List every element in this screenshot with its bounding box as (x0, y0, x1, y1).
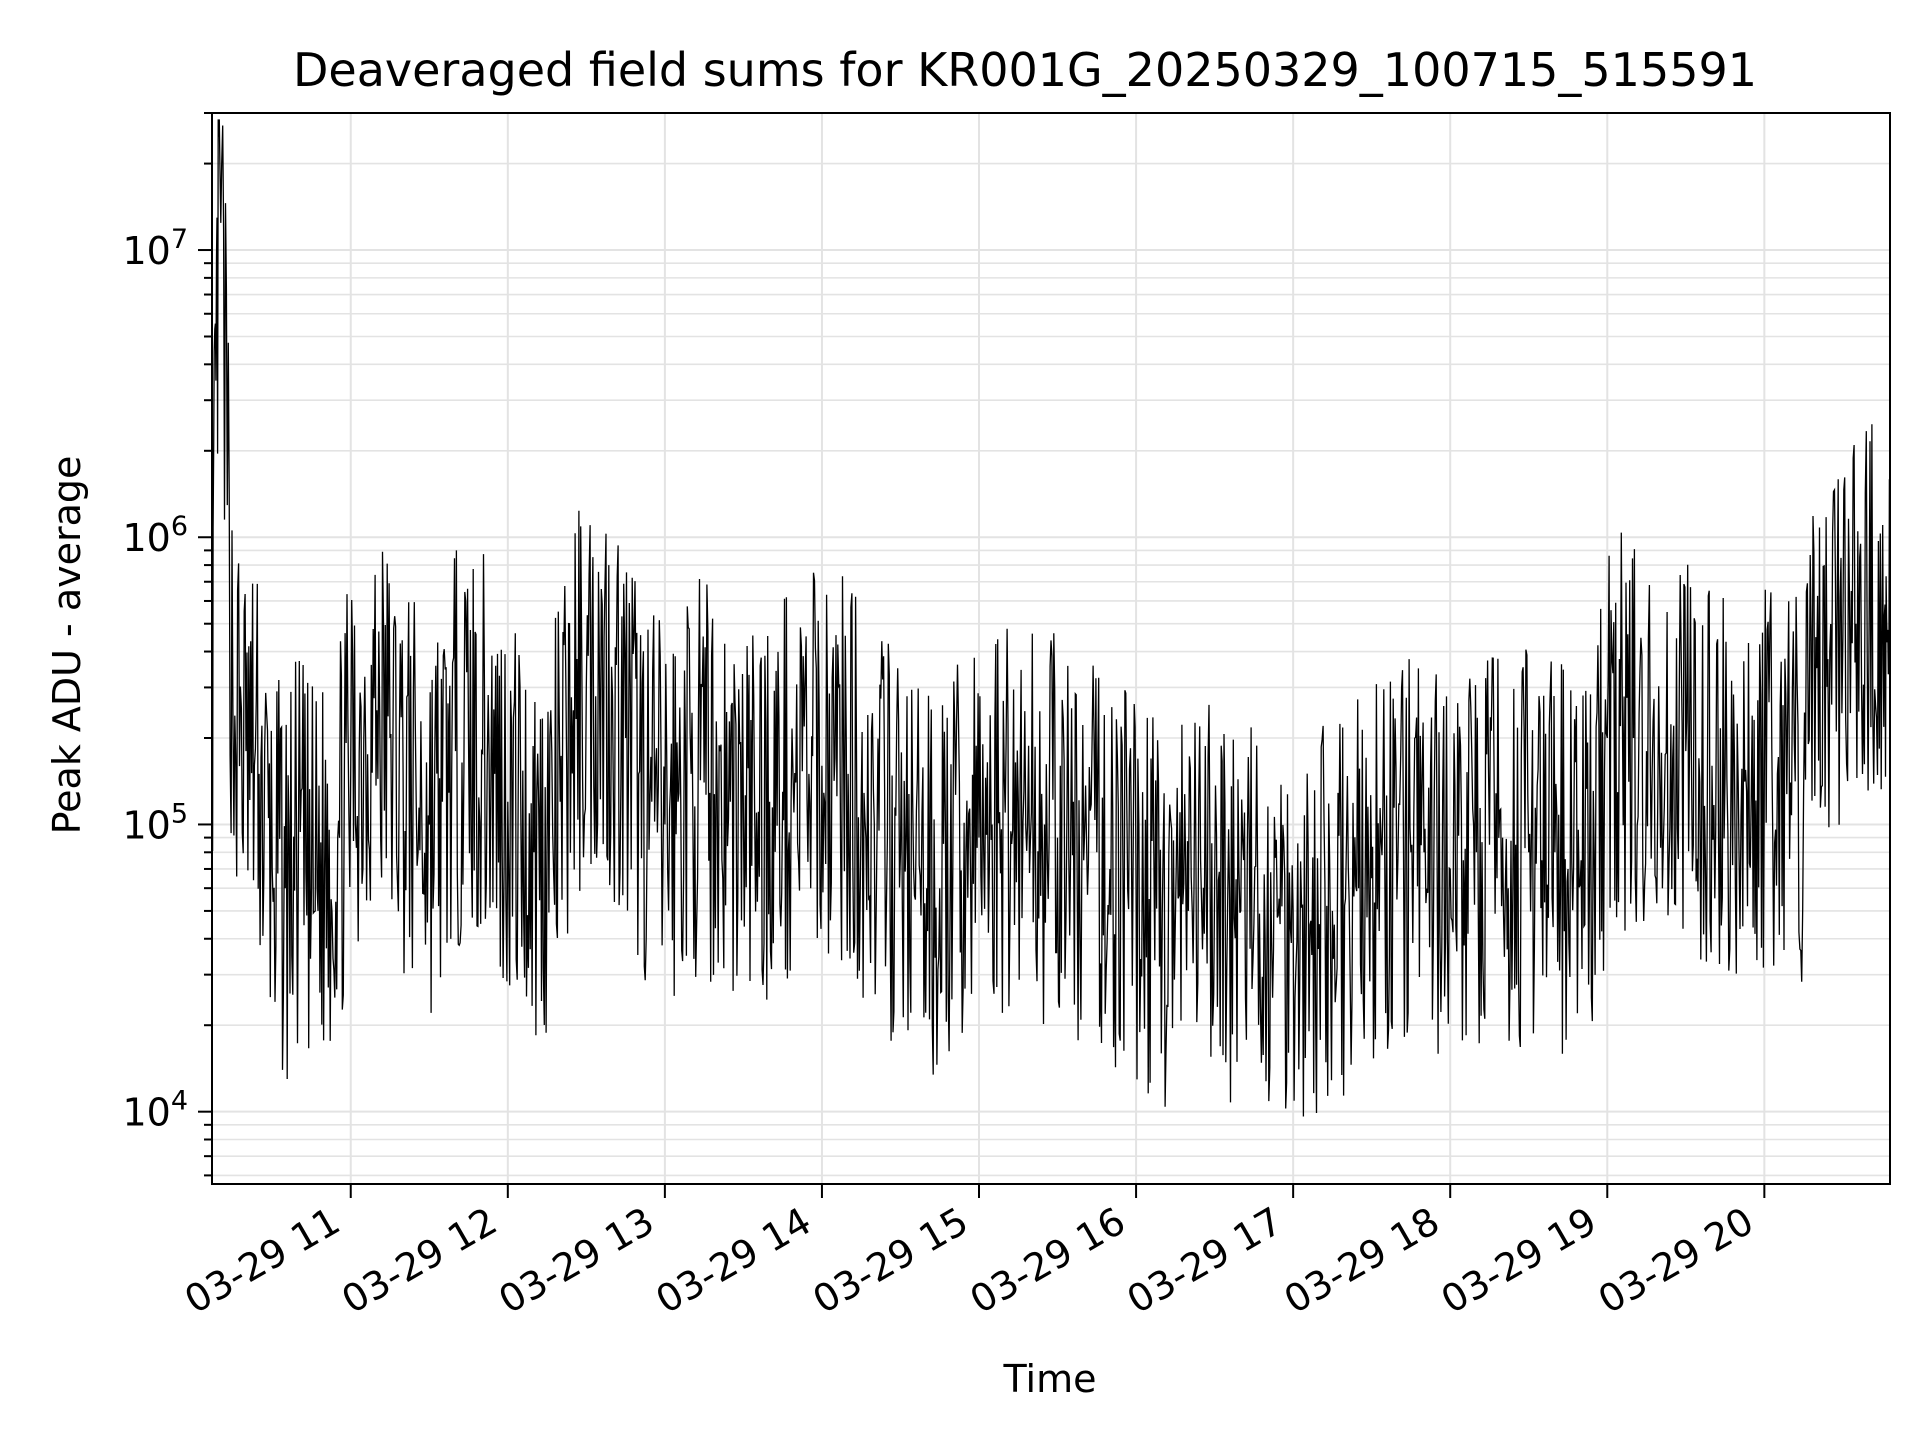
y-axis-label: Peak ADU - average (45, 456, 89, 835)
y-tick-label: 105 (122, 798, 188, 847)
x-axis-label: Time (1003, 1357, 1097, 1401)
x-tick-label: 03-29 14 (648, 1199, 818, 1323)
x-tick-label: 03-29 19 (1434, 1199, 1604, 1323)
y-tick-label: 106 (122, 511, 188, 560)
x-tick-label: 03-29 17 (1120, 1199, 1290, 1323)
chart-title: Deaveraged field sums for KR001G_2025032… (293, 43, 1757, 97)
plot-frame (211, 112, 1891, 1185)
series-line (211, 119, 1891, 1117)
x-tick-label: 03-29 11 (177, 1199, 347, 1323)
x-tick-label: 03-29 12 (334, 1199, 504, 1323)
series-group (211, 119, 1891, 1117)
x-tick-label: 03-29 20 (1591, 1199, 1761, 1323)
x-tick-label: 03-29 13 (491, 1199, 661, 1323)
y-tick-label: 104 (122, 1086, 188, 1135)
x-tick-label: 03-29 16 (963, 1199, 1133, 1323)
y-tick-label: 107 (122, 224, 188, 273)
x-tick-label: 03-29 18 (1277, 1199, 1447, 1323)
x-tick-label: 03-29 15 (806, 1199, 976, 1323)
y-axis: 104 105 106 107 (122, 112, 212, 1177)
